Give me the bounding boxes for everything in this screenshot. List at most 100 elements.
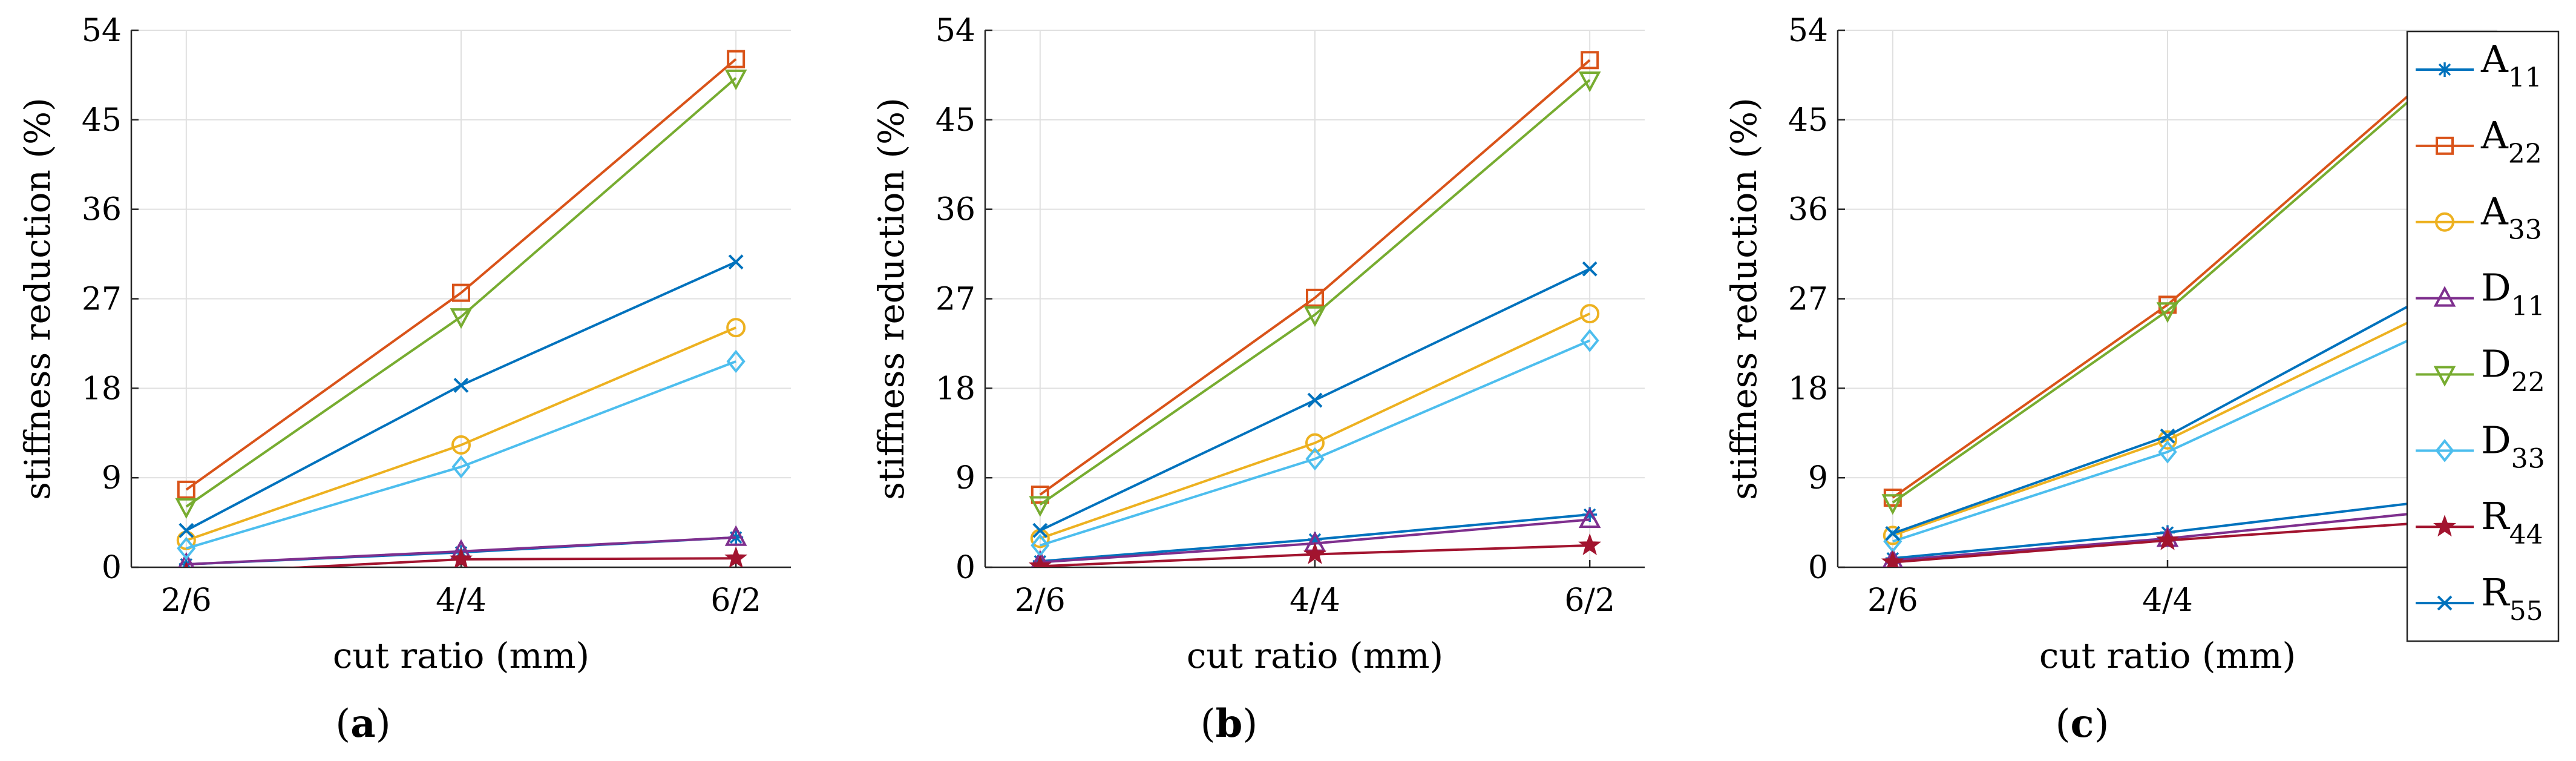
- series-line-D33: [1892, 323, 2443, 543]
- y-tick-label: 27: [1788, 282, 1828, 318]
- data-point-A22: [177, 480, 195, 499]
- data-point-D33: [451, 455, 471, 479]
- legend-entry-A11: A11: [2416, 37, 2542, 93]
- chart-panel-b: 0 9 18 27 36 45 54 2/6 4/4 6/2 cut ratio (mm) stiff…: [871, 13, 1645, 746]
- y-tick-label: 54: [936, 13, 975, 49]
- data-point-D33: [177, 536, 196, 560]
- data-point-A22: [1306, 288, 1324, 307]
- y-tick-label: 0: [102, 550, 122, 586]
- data-point-A22: [1031, 486, 1049, 504]
- x-tick-label: 4/4: [1290, 582, 1340, 619]
- data-point-R55: [1885, 525, 1901, 541]
- series-group: [175, 50, 748, 567]
- data-point-R44: [450, 547, 473, 567]
- data-point-D11: [724, 525, 747, 546]
- y-tick-label: 18: [936, 371, 975, 407]
- y-tick-label: 0: [1808, 550, 1828, 586]
- data-point-A22: [1581, 51, 1599, 70]
- legend-marker: [2437, 62, 2452, 77]
- legend-entry-R44: R44: [2416, 494, 2543, 550]
- legend-label: D33: [2481, 418, 2545, 474]
- legend-entry-A33: A33: [2416, 189, 2542, 246]
- y-tick-label: 45: [936, 102, 975, 139]
- y-tick-label: 36: [1788, 192, 1828, 228]
- x-tick-label: 2/6: [1867, 582, 1918, 619]
- legend-marker: [2437, 595, 2453, 611]
- y-tick-label: 36: [82, 192, 122, 228]
- y-tick-label: 54: [1788, 13, 1828, 49]
- data-point-D22: [2156, 302, 2179, 323]
- y-tick-label: 18: [82, 371, 122, 407]
- data-point-R44: [184, 561, 189, 567]
- series-line-A22: [1892, 65, 2443, 499]
- y-axis-label: stiffness reduction (%): [871, 97, 912, 499]
- x-tick-label: 6/2: [710, 582, 761, 619]
- data-point-A11: [1308, 532, 1322, 547]
- data-point-R55: [2160, 428, 2175, 444]
- data-point-D22: [1029, 496, 1052, 517]
- series-line-D33: [186, 360, 736, 550]
- x-tick-label: 2/6: [161, 582, 212, 619]
- data-point-A22: [452, 283, 470, 302]
- legend-label: A33: [2480, 189, 2542, 246]
- x-axis-label: cut ratio (mm): [333, 635, 589, 676]
- legend-entry-A22: A22: [2416, 113, 2542, 170]
- data-point-A33: [1883, 525, 1903, 545]
- y-tick-label: 9: [1808, 460, 1828, 496]
- data-point-A33: [1305, 433, 1325, 453]
- series-line-A22: [1039, 59, 1591, 496]
- legend-label: R55: [2481, 570, 2543, 627]
- data-point-R55: [453, 377, 469, 393]
- legend-entry-D11: D11: [2416, 266, 2545, 322]
- chart-panels: 0 9 18 27 36 45 54 2/6 4/4 6/2 cut ratio (mm) stiff…: [17, 13, 2497, 746]
- series-line-A33: [186, 326, 736, 542]
- data-point-A11: [1582, 507, 1598, 522]
- legend-entry-D33: D33: [2416, 418, 2545, 474]
- data-point-D11: [1031, 550, 1050, 567]
- y-tick-label: 45: [82, 102, 122, 139]
- data-point-D22: [1303, 306, 1326, 328]
- y-axis-label: stiffness reduction (%): [1723, 97, 1765, 499]
- data-point-R44: [1028, 554, 1052, 567]
- data-point-D33: [1580, 329, 1599, 352]
- series-group: [1028, 51, 1602, 567]
- series-line-A33: [1040, 312, 1591, 540]
- panel-label: (b): [1201, 701, 1258, 746]
- legend-marker: [2435, 212, 2454, 232]
- data-point-R44: [724, 546, 748, 567]
- panel-label: (c): [2056, 701, 2109, 746]
- legend-label: D11: [2481, 266, 2545, 322]
- legend-entry-R55: R55: [2416, 570, 2543, 627]
- chart-panel-a: 0 9 18 27 36 45 54 2/6 4/4 6/2 cut ratio (mm) stiff…: [17, 13, 791, 746]
- data-point-R44: [2156, 528, 2179, 550]
- data-point-R55: [1032, 522, 1048, 538]
- panel-label: (a): [335, 701, 390, 746]
- legend-marker: [2433, 515, 2456, 537]
- y-axis-label: stiffness reduction (%): [17, 97, 58, 499]
- data-point-R55: [179, 522, 194, 538]
- series-line-A22: [185, 58, 737, 491]
- data-point-A22: [727, 50, 746, 68]
- data-point-D11: [178, 552, 195, 567]
- series-line-D33: [1040, 339, 1590, 547]
- data-point-R44: [1578, 533, 1602, 555]
- data-point-R55: [1307, 392, 1323, 408]
- series-line-D22: [1892, 71, 2443, 504]
- data-point-A33: [726, 318, 746, 338]
- x-tick-label: 4/4: [2142, 582, 2193, 619]
- x-axis-label: cut ratio (mm): [2039, 635, 2296, 676]
- data-point-D22: [1578, 71, 1601, 93]
- y-tick-label: 9: [955, 460, 975, 496]
- y-tick-label: 9: [102, 460, 122, 496]
- data-point-D11: [1578, 507, 1601, 529]
- data-point-A33: [1580, 304, 1600, 324]
- legend-marker: [2433, 286, 2456, 307]
- legend-label: A22: [2480, 113, 2542, 170]
- data-point-R55: [728, 254, 744, 270]
- series-line-D22: [1039, 79, 1591, 506]
- y-tick-label: 45: [1788, 102, 1828, 139]
- y-tick-label: 27: [936, 282, 975, 318]
- legend-marker: [2436, 136, 2454, 155]
